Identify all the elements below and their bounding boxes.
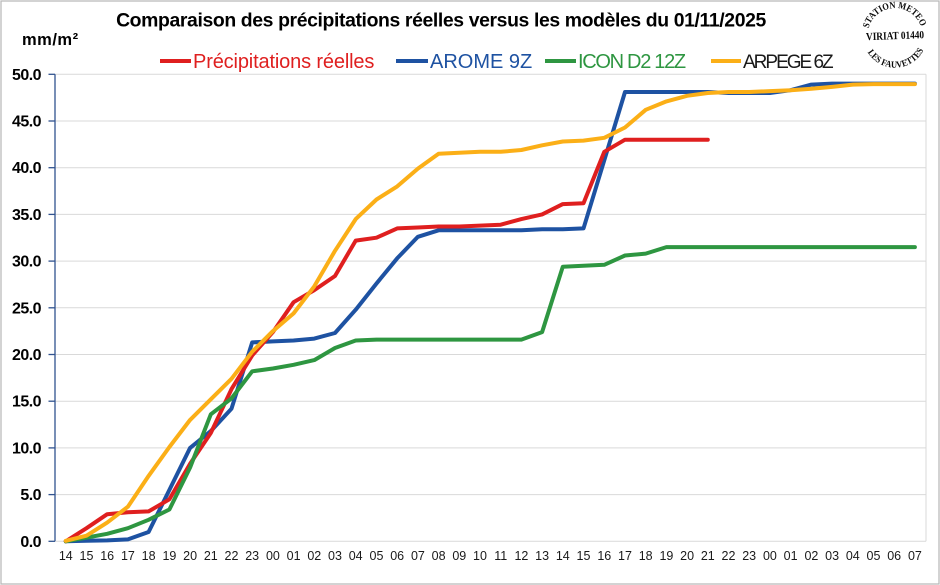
svg-text:21: 21 — [701, 549, 715, 563]
svg-text:15.0: 15.0 — [12, 394, 42, 411]
svg-text:AROME 9Z: AROME 9Z — [430, 51, 532, 73]
svg-text:07: 07 — [908, 549, 922, 563]
svg-text:mm/m²: mm/m² — [22, 31, 79, 49]
svg-text:17: 17 — [121, 549, 135, 563]
svg-text:01: 01 — [784, 549, 798, 563]
svg-text:VIRIAT 01440: VIRIAT 01440 — [866, 29, 925, 43]
svg-text:05: 05 — [370, 549, 384, 563]
svg-text:25.0: 25.0 — [12, 300, 42, 317]
svg-text:08: 08 — [432, 549, 446, 563]
svg-text:04: 04 — [349, 549, 363, 563]
svg-text:ICON D2 12Z: ICON D2 12Z — [578, 51, 686, 73]
svg-text:21: 21 — [204, 549, 218, 563]
svg-text:10.0: 10.0 — [12, 440, 42, 457]
svg-text:0.0: 0.0 — [20, 534, 41, 551]
svg-text:03: 03 — [825, 549, 839, 563]
svg-text:15: 15 — [577, 549, 591, 563]
svg-text:5.0: 5.0 — [20, 487, 41, 504]
svg-text:04: 04 — [846, 549, 860, 563]
svg-text:19: 19 — [162, 549, 176, 563]
svg-text:03: 03 — [328, 549, 342, 563]
svg-text:20.0: 20.0 — [12, 347, 42, 364]
svg-text:07: 07 — [411, 549, 425, 563]
svg-text:02: 02 — [307, 549, 321, 563]
svg-text:11: 11 — [494, 549, 507, 563]
svg-text:09: 09 — [452, 549, 466, 563]
svg-text:22: 22 — [225, 549, 239, 563]
svg-text:Précipitations réelles: Précipitations réelles — [193, 51, 374, 73]
svg-text:20: 20 — [680, 549, 694, 563]
svg-text:10: 10 — [473, 549, 487, 563]
svg-text:18: 18 — [639, 549, 653, 563]
svg-text:01: 01 — [287, 549, 301, 563]
svg-text:16: 16 — [100, 549, 114, 563]
svg-text:22: 22 — [722, 549, 736, 563]
svg-text:35.0: 35.0 — [12, 207, 42, 224]
svg-text:23: 23 — [245, 549, 259, 563]
svg-text:17: 17 — [618, 549, 632, 563]
svg-text:50.0: 50.0 — [12, 67, 42, 84]
svg-text:20: 20 — [183, 549, 197, 563]
svg-text:ARPEGE 6Z: ARPEGE 6Z — [743, 52, 834, 73]
svg-text:19: 19 — [659, 549, 673, 563]
svg-text:14: 14 — [556, 549, 570, 563]
svg-text:00: 00 — [763, 549, 777, 563]
svg-text:18: 18 — [142, 549, 156, 563]
svg-text:Comparaison des précipitations: Comparaison des précipitations réelles v… — [116, 10, 766, 32]
svg-text:14: 14 — [59, 549, 73, 563]
svg-text:45.0: 45.0 — [12, 114, 42, 131]
svg-text:06: 06 — [887, 549, 901, 563]
svg-text:15: 15 — [80, 549, 94, 563]
svg-text:30.0: 30.0 — [12, 254, 42, 271]
svg-text:06: 06 — [390, 549, 404, 563]
svg-text:05: 05 — [867, 549, 881, 563]
svg-text:00: 00 — [266, 549, 280, 563]
svg-text:12: 12 — [514, 549, 528, 563]
svg-text:23: 23 — [742, 549, 756, 563]
svg-text:16: 16 — [597, 549, 611, 563]
svg-text:02: 02 — [804, 549, 818, 563]
svg-text:13: 13 — [535, 549, 549, 563]
svg-text:40.0: 40.0 — [12, 160, 42, 177]
